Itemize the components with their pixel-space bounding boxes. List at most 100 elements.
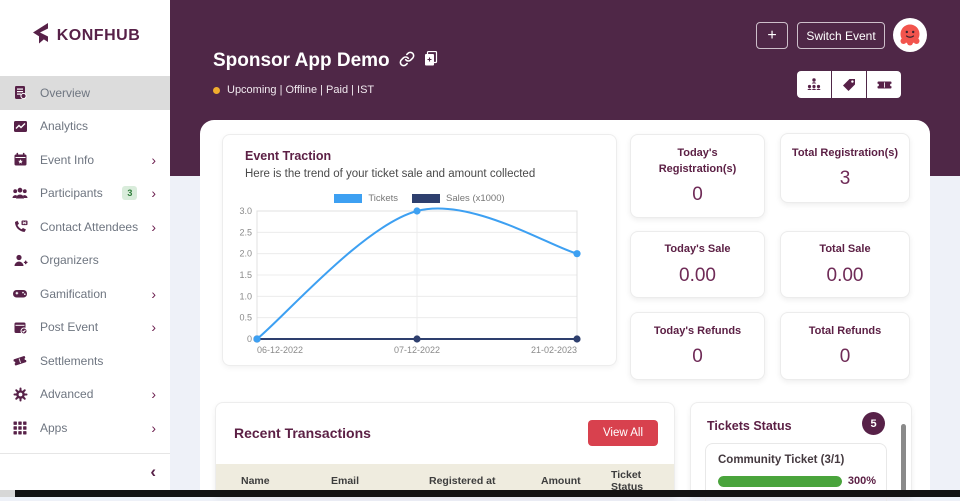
sidebar-collapse-icon[interactable]: [150, 463, 156, 480]
stat-value: 0.00: [679, 264, 716, 286]
svg-text:1.0: 1.0: [239, 291, 252, 301]
sidebar-item-participants[interactable]: Participants 3: [0, 177, 170, 211]
settlements-icon: [12, 353, 28, 369]
ticket-status-item: Community Ticket (3/1) 300%: [705, 443, 887, 501]
organizers-icon: [12, 252, 28, 268]
svg-text:3.0: 3.0: [239, 206, 252, 216]
stat-card-total-sale: Total Sale 0.00: [780, 231, 910, 298]
sidebar-item-label: Advanced: [40, 387, 94, 402]
sidebar: KONFHUB Overview Analytics Event Info: [0, 0, 170, 490]
tag-icon[interactable]: [832, 71, 866, 98]
sidebar-item-contact-attendees[interactable]: Contact Attendees: [0, 210, 170, 244]
tickets-count-badge: 5: [862, 412, 885, 435]
chart-legend: Tickets Sales (x1000): [223, 193, 616, 204]
legend-item: Sales (x1000): [412, 193, 505, 204]
event-info-icon: [12, 152, 28, 168]
analytics-icon: [12, 118, 28, 134]
sidebar-item-label: Apps: [40, 420, 68, 435]
add-event-button[interactable]: +: [756, 22, 788, 49]
bottom-bar: [15, 490, 960, 497]
recent-transactions-title: Recent Transactions: [234, 425, 371, 441]
switch-event-button[interactable]: Switch Event: [797, 22, 885, 49]
stat-label: Total Refunds: [808, 324, 882, 337]
event-status: Upcoming | Offline | Paid | IST: [213, 84, 374, 96]
stat-card-todays-registrations: Today's Registration(s) 0: [630, 134, 765, 218]
avatar[interactable]: [893, 18, 927, 52]
svg-text:2.5: 2.5: [239, 227, 252, 237]
sidebar-item-label: Post Event: [40, 320, 99, 335]
sidebar-item-overview[interactable]: Overview: [0, 76, 170, 110]
stat-label: Today's Refunds: [653, 324, 742, 337]
participants-count-badge: 3: [122, 186, 138, 201]
participants-icon: [12, 185, 28, 201]
sidebar-item-analytics[interactable]: Analytics: [0, 110, 170, 144]
stat-value: 3: [839, 168, 851, 190]
svg-text:1.5: 1.5: [239, 270, 252, 280]
sidebar-item-label: Contact Attendees: [40, 219, 139, 234]
stat-card-total-registrations: Total Registration(s) 3: [780, 133, 910, 203]
overview-icon: [12, 85, 28, 101]
sidebar-item-label: Participants: [40, 186, 103, 201]
chevron-right-icon: [151, 387, 156, 401]
table-header-cell: Email: [331, 474, 360, 487]
stat-label: Total Sale: [819, 243, 871, 256]
table-header-cell: Amount: [541, 474, 581, 487]
gamification-icon: [12, 286, 28, 302]
stat-label: Total Registration(s): [791, 146, 899, 159]
sidebar-item-label: Event Info: [40, 152, 95, 167]
sidebar-item-apps[interactable]: Apps: [0, 411, 170, 445]
sidebar-item-label: Overview: [40, 85, 91, 100]
tickets-status-title: Tickets Status: [707, 419, 792, 433]
recent-transactions-card: Recent Transactions View All Name Email Re…: [215, 402, 675, 497]
stat-value: 0: [839, 346, 851, 368]
tickets-status-card: Tickets Status 5 Community Ticket (3/1) …: [690, 402, 912, 501]
sidebar-item-label: Settlements: [40, 353, 104, 368]
tickets-scrollbar[interactable]: [901, 424, 906, 492]
main-area: Sponsor App Demo Upcoming | Offline | Pa…: [170, 0, 960, 501]
content-panel: Event Traction Here is the trend of your…: [200, 120, 930, 501]
chevron-right-icon: [151, 153, 156, 167]
sitemap-icon[interactable]: [797, 71, 831, 98]
svg-text:21-02-2023: 21-02-2023: [531, 345, 577, 355]
view-all-button[interactable]: View All: [587, 420, 658, 446]
sidebar-item-settlements[interactable]: Settlements: [0, 344, 170, 378]
sidebar-item-organizers[interactable]: Organizers: [0, 244, 170, 278]
quick-actions: [797, 71, 901, 98]
traction-chart: 0 0.5 1.0 1.5 2.0 2.5 3.0 06-12-2022 07-12-2022 2…: [239, 206, 581, 355]
legend-item: Tickets: [334, 193, 398, 204]
page-title: Sponsor App Demo: [213, 50, 390, 71]
svg-text:0.5: 0.5: [239, 313, 252, 323]
stat-card-todays-sale: Today's Sale 0.00: [630, 231, 765, 298]
table-header-cell: Registered at: [429, 474, 496, 487]
legend-swatch: [334, 194, 363, 203]
stat-label: Today's Registration(s): [658, 147, 737, 175]
sidebar-item-gamification[interactable]: Gamification: [0, 277, 170, 311]
contact-attendees-icon: [12, 219, 28, 235]
ticket-progress-percent: 300%: [847, 475, 876, 487]
duplicate-icon[interactable]: [424, 50, 438, 71]
link-icon[interactable]: [399, 51, 415, 72]
chart-title: Event Traction: [245, 149, 332, 163]
chevron-right-icon: [151, 287, 156, 301]
legend-swatch: [412, 194, 441, 203]
stat-card-total-refunds: Total Refunds 0: [780, 312, 910, 380]
chevron-right-icon: [151, 186, 156, 200]
event-traction-card: Event Traction Here is the trend of your…: [222, 134, 617, 366]
ticket-progress-fill: [718, 475, 842, 487]
chevron-right-icon: [151, 320, 156, 334]
sidebar-item-event-info[interactable]: Event Info: [0, 143, 170, 177]
bottom-bar-left: [0, 490, 15, 497]
svg-text:07-12-2022: 07-12-2022: [394, 345, 440, 355]
stat-value: 0.00: [826, 264, 864, 286]
stat-value: 0: [692, 183, 703, 205]
ticket-name: Community Ticket (3/1): [718, 454, 845, 466]
advanced-icon: [12, 386, 28, 402]
sidebar-item-post-event[interactable]: Post Event: [0, 311, 170, 345]
ticket-icon[interactable]: [867, 71, 901, 98]
sidebar-item-label: Gamification: [40, 286, 107, 301]
sidebar-item-advanced[interactable]: Advanced: [0, 378, 170, 412]
konfhub-logo[interactable]: KONFHUB: [0, 0, 170, 72]
konfhub-logo-text: KONFHUB: [56, 27, 141, 44]
status-dot-icon: [213, 86, 220, 94]
stat-label: Today's Sale: [664, 243, 731, 256]
